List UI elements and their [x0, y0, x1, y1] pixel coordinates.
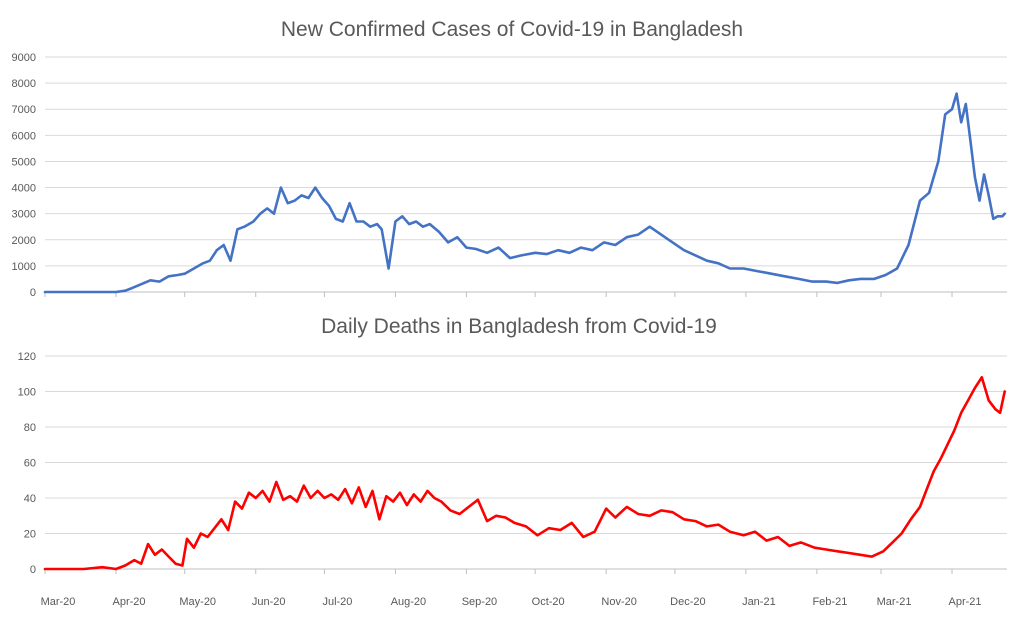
deaths-y-tick-label: 120 [18, 351, 36, 363]
cases-gridlines [45, 56, 1007, 267]
cases-y-tick-label: 9000 [12, 52, 36, 64]
deaths-series-line [43, 376, 1006, 571]
deaths-y-tick-label: 80 [24, 422, 36, 434]
cases-y-tick-labels: 0 1000 2000 3000 4000 5000 6000 7000 8000 9000 [12, 52, 36, 299]
cases-series-line [43, 92, 1006, 294]
cases-y-tick-label: 1000 [12, 261, 36, 273]
deaths-x-tick-label: Dec-20 [670, 596, 705, 608]
deaths-y-tick-label: 100 [18, 387, 36, 399]
deaths-x-tick-label: Jul-20 [322, 596, 352, 608]
deaths-x-tick-label: Sep-20 [462, 596, 497, 608]
cases-y-tick-label: 4000 [12, 183, 36, 195]
deaths-y-tick-label: 0 [30, 564, 36, 576]
deaths-chart: Daily Deaths in Bangladesh from Covid-19… [18, 315, 1007, 608]
cases-y-tick-label: 5000 [12, 156, 36, 168]
deaths-y-tick-label: 40 [24, 493, 36, 505]
deaths-x-tick-label: Aug-20 [391, 596, 426, 608]
deaths-gridlines [45, 355, 1007, 534]
deaths-y-tick-label: 60 [24, 458, 36, 470]
deaths-x-tick-label: Apr-21 [949, 596, 982, 608]
deaths-y-tick-labels: 0 20 40 60 80 100 120 [18, 351, 36, 576]
cases-y-tick-label: 2000 [12, 235, 36, 247]
deaths-y-tick-label: 20 [24, 529, 36, 541]
deaths-x-tick-label: Jan-21 [742, 596, 776, 608]
cases-y-tick-label: 0 [30, 287, 36, 299]
cases-x-tick-marks [44, 292, 953, 297]
deaths-x-tick-labels: Mar-20 Apr-20 May-20 Jun-20 Jul-20 Aug-20 Sep-… [41, 569, 982, 608]
deaths-x-tick-label: Jun-20 [252, 596, 286, 608]
cases-y-tick-label: 7000 [12, 104, 36, 116]
deaths-x-tick-label: Mar-21 [877, 596, 912, 608]
cases-y-tick-label: 8000 [12, 78, 36, 90]
deaths-x-tick-label: May-20 [179, 596, 216, 608]
deaths-x-tick-label: Apr-20 [112, 596, 145, 608]
deaths-x-tick-label: Oct-20 [532, 596, 565, 608]
cases-chart: New Confirmed Cases of Covid-19 in Bangl… [12, 18, 1007, 299]
deaths-x-tick-label: Mar-20 [41, 596, 76, 608]
cases-y-tick-label: 3000 [12, 209, 36, 221]
deaths-x-tick-label: Nov-20 [601, 596, 636, 608]
deaths-x-tick-label: Feb-21 [812, 596, 847, 608]
deaths-chart-title: Daily Deaths in Bangladesh from Covid-19 [321, 315, 717, 338]
cases-chart-title: New Confirmed Cases of Covid-19 in Bangl… [281, 18, 743, 41]
cases-y-tick-label: 6000 [12, 130, 36, 142]
